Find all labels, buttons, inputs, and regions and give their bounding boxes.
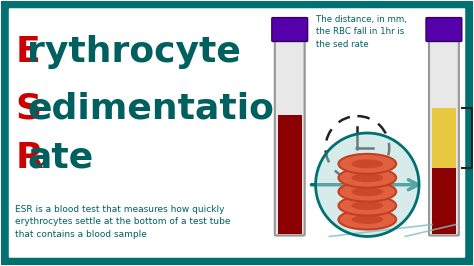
Ellipse shape <box>351 173 383 182</box>
Text: S: S <box>15 91 41 125</box>
Bar <box>432 108 456 168</box>
FancyBboxPatch shape <box>275 36 305 235</box>
Bar <box>432 168 456 234</box>
FancyBboxPatch shape <box>272 18 308 41</box>
FancyBboxPatch shape <box>429 36 459 235</box>
Text: ate: ate <box>28 141 94 175</box>
Text: R: R <box>15 141 43 175</box>
Ellipse shape <box>338 182 396 202</box>
Ellipse shape <box>338 210 396 230</box>
Ellipse shape <box>351 159 383 168</box>
FancyBboxPatch shape <box>3 3 471 263</box>
Circle shape <box>317 134 418 235</box>
Ellipse shape <box>338 168 396 188</box>
Ellipse shape <box>351 215 383 224</box>
Text: E: E <box>15 35 40 69</box>
Text: The distance, in mm,
the RBC fall in 1hr is
the sed rate: The distance, in mm, the RBC fall in 1hr… <box>316 15 407 49</box>
Ellipse shape <box>338 196 396 215</box>
Bar <box>278 115 301 234</box>
FancyBboxPatch shape <box>426 18 462 41</box>
Text: rythrocyte: rythrocyte <box>27 35 241 69</box>
Ellipse shape <box>351 187 383 196</box>
Ellipse shape <box>338 154 396 174</box>
Ellipse shape <box>351 201 383 210</box>
Text: ESR is a blood test that measures how quickly
erythrocytes settle at the bottom : ESR is a blood test that measures how qu… <box>15 205 231 239</box>
Text: edimentation: edimentation <box>28 91 301 125</box>
